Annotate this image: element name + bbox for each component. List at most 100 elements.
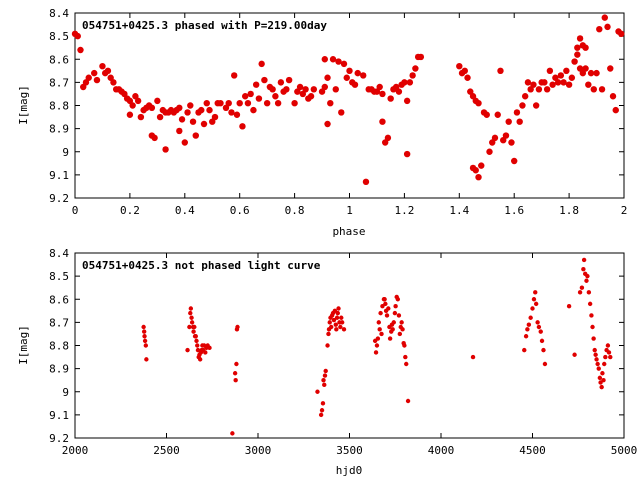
data-point <box>191 329 196 334</box>
data-point <box>541 79 548 86</box>
data-point <box>383 301 388 307</box>
y-tick-label: 8.9 <box>49 123 69 136</box>
data-point <box>579 69 587 77</box>
data-point <box>376 320 381 325</box>
data-point <box>258 60 265 68</box>
data-point <box>217 99 224 107</box>
data-point <box>576 35 584 42</box>
data-point <box>233 377 238 383</box>
data-point <box>187 102 194 109</box>
y-tick-label: 9.2 <box>49 192 69 205</box>
axis-ticks: 0 0.2 0.4 0.6 0.8 1 1.2 1.4 1.6 1.8 2 8.4 8.5 8.6 8.7 8… <box>49 7 627 217</box>
data-point <box>373 88 381 95</box>
data-point <box>189 118 197 125</box>
x-tick-label: 1.2 <box>394 204 414 217</box>
y-tick-label: 8.6 <box>49 293 69 306</box>
data-point <box>269 86 276 93</box>
data-point <box>319 408 325 413</box>
chart-title: 054751+0425.3 phased with P=219.00day <box>82 19 327 32</box>
data-point <box>596 25 603 33</box>
data-point <box>486 148 493 155</box>
data-point <box>77 46 84 54</box>
data-point <box>381 139 389 146</box>
data-point <box>538 329 543 334</box>
data-point <box>323 368 328 374</box>
data-point <box>151 134 158 142</box>
data-point <box>390 327 395 332</box>
data-point <box>343 74 350 81</box>
data-point <box>511 157 518 165</box>
y-tick-label: 8.8 <box>49 100 69 113</box>
data-point <box>188 310 193 316</box>
data-point <box>132 93 139 100</box>
data-point <box>595 361 600 367</box>
data-point <box>329 56 337 63</box>
data-point <box>527 86 534 93</box>
data-point <box>162 146 169 153</box>
x-tick-label: 0.4 <box>175 204 195 217</box>
data-point <box>299 90 307 98</box>
data-point <box>377 327 382 332</box>
data-point <box>593 352 598 357</box>
x-tick-label: 1.6 <box>504 204 524 217</box>
data-point <box>141 324 146 330</box>
data-point <box>334 327 339 332</box>
data-point <box>142 334 147 339</box>
data-point <box>599 384 604 390</box>
data-point <box>263 99 271 107</box>
data-point <box>571 58 578 65</box>
data-point <box>607 65 614 72</box>
data-point <box>354 69 361 77</box>
data-point <box>335 310 340 316</box>
data-point <box>606 350 612 355</box>
data-point <box>184 109 191 116</box>
data-point <box>378 310 383 316</box>
data-point <box>230 431 235 436</box>
data-point <box>225 99 232 107</box>
data-point <box>362 178 370 186</box>
data-point <box>393 303 398 309</box>
y-tick-label: 8.7 <box>49 76 69 89</box>
data-point <box>176 104 183 112</box>
data-point <box>334 315 340 320</box>
data-point <box>469 93 477 100</box>
data-point <box>294 88 301 95</box>
data-point <box>144 357 149 362</box>
data-point <box>310 86 318 93</box>
data-point <box>502 132 510 139</box>
data-point <box>525 327 530 332</box>
data-point <box>581 266 586 272</box>
y-tick-label: 9 <box>62 386 69 399</box>
unphased-light-curve-panel: 2000 2500 3000 3500 4000 4500 5000 8.4 8.5 8.6 8.7… <box>17 247 637 477</box>
data-point <box>392 310 398 316</box>
plot-frame <box>74 12 625 199</box>
data-point <box>604 23 611 31</box>
data-point <box>252 81 260 88</box>
data-point <box>193 334 198 339</box>
data-point <box>340 60 348 68</box>
data-point <box>178 116 186 123</box>
data-point <box>392 83 400 91</box>
data-point <box>99 62 106 70</box>
x-tick-label: 0.8 <box>285 204 305 217</box>
data-point <box>581 257 587 263</box>
data-point <box>582 65 589 72</box>
y-tick-label: 8.4 <box>49 7 69 20</box>
data-point <box>566 303 572 309</box>
data-point <box>402 343 407 348</box>
data-point <box>104 67 112 75</box>
data-point <box>386 306 391 311</box>
data-point <box>600 371 605 376</box>
data-point <box>577 290 583 295</box>
data-point <box>524 79 532 86</box>
data-point <box>194 338 199 344</box>
chart-title: 054751+0425.3 not phased light curve <box>82 259 321 272</box>
data-point <box>277 79 285 86</box>
data-point <box>565 81 573 88</box>
data-point <box>121 90 128 98</box>
data-point <box>318 88 326 95</box>
x-tick-label: 4000 <box>428 444 455 457</box>
x-tick-label: 1.4 <box>449 204 469 217</box>
data-point <box>406 79 414 86</box>
data-point <box>236 99 243 107</box>
